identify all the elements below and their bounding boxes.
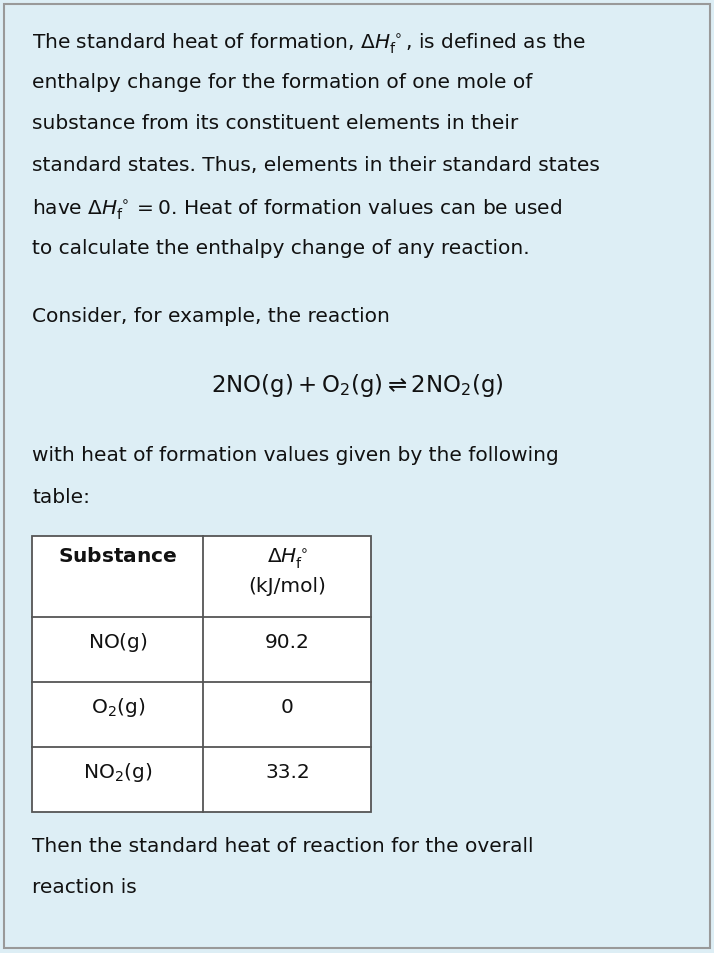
Text: 33.2: 33.2 xyxy=(265,762,310,781)
Text: Consider, for example, the reaction: Consider, for example, the reaction xyxy=(32,307,390,326)
Text: $\mathrm{NO_2(g)}$: $\mathrm{NO_2(g)}$ xyxy=(83,760,153,783)
Text: 0: 0 xyxy=(281,698,294,717)
Text: to calculate the enthalpy change of any reaction.: to calculate the enthalpy change of any … xyxy=(32,239,530,257)
Text: The standard heat of formation, $\Delta H_\mathrm{f}^\circ$, is defined as the: The standard heat of formation, $\Delta … xyxy=(32,31,586,56)
Text: table:: table: xyxy=(32,488,90,506)
Text: with heat of formation values given by the following: with heat of formation values given by t… xyxy=(32,446,559,465)
Text: enthalpy change for the formation of one mole of: enthalpy change for the formation of one… xyxy=(32,73,533,91)
Text: $\Delta H_\mathrm{f}^\circ$
(kJ/mol): $\Delta H_\mathrm{f}^\circ$ (kJ/mol) xyxy=(248,546,326,596)
Text: substance from its constituent elements in their: substance from its constituent elements … xyxy=(32,114,518,133)
Text: $2\mathrm{NO(g)} + \mathrm{O_2(g)} \rightleftharpoons 2\mathrm{NO_2(g)}$: $2\mathrm{NO(g)} + \mathrm{O_2(g)} \righ… xyxy=(211,372,503,398)
Text: standard states. Thus, elements in their standard states: standard states. Thus, elements in their… xyxy=(32,155,600,174)
Text: $\mathbf{Substance}$: $\mathbf{Substance}$ xyxy=(58,546,178,565)
Text: reaction is: reaction is xyxy=(32,878,137,896)
Text: 90.2: 90.2 xyxy=(265,633,310,652)
Text: $\mathrm{NO(g)}$: $\mathrm{NO(g)}$ xyxy=(88,631,148,654)
Text: Then the standard heat of reaction for the overall: Then the standard heat of reaction for t… xyxy=(32,836,533,855)
Text: $\mathrm{O_2(g)}$: $\mathrm{O_2(g)}$ xyxy=(91,696,145,719)
Text: have $\Delta H_\mathrm{f}^\circ = 0$. Heat of formation values can be used: have $\Delta H_\mathrm{f}^\circ = 0$. He… xyxy=(32,197,562,222)
FancyBboxPatch shape xyxy=(32,537,371,812)
